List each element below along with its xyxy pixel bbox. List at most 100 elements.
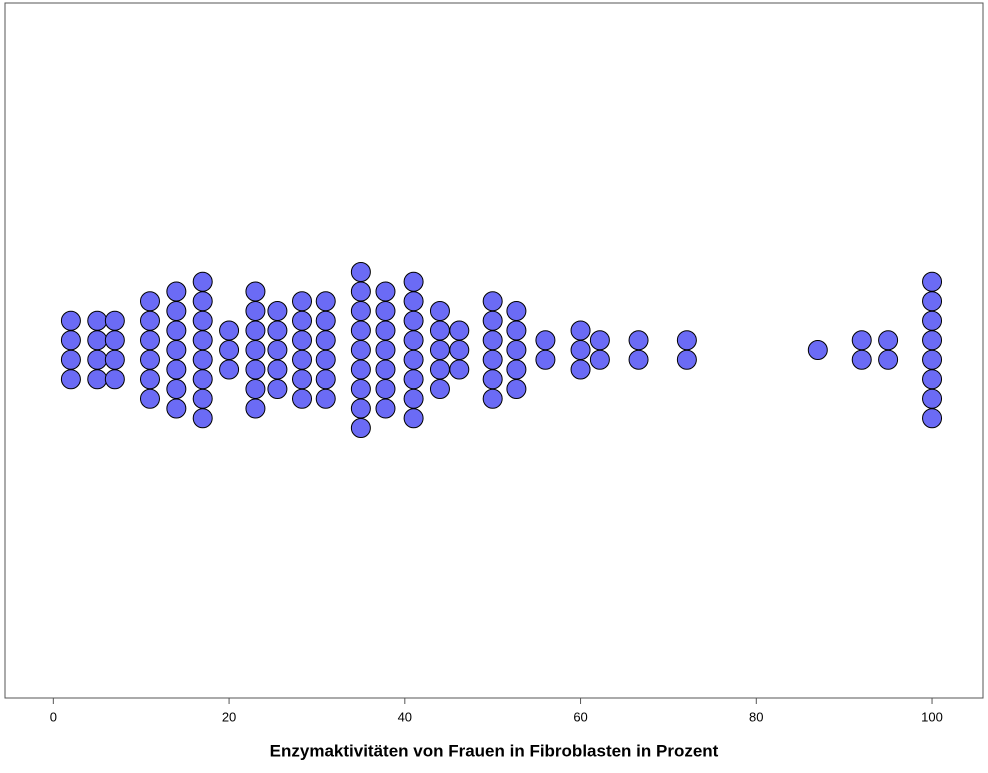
dot [570,340,591,360]
dot [166,301,187,321]
dot [350,379,371,399]
dot [506,359,527,380]
dot [628,349,649,370]
dot [60,310,81,331]
dot [375,379,396,399]
dot [851,330,872,351]
x-tick-label: 80 [749,709,763,724]
dot [350,262,371,282]
dot [350,418,371,438]
dot [139,388,160,409]
dot [245,301,266,321]
dot [375,359,396,380]
dot [87,310,108,331]
dot [506,301,527,321]
dot [922,310,943,331]
dot [139,310,160,331]
dot [192,310,213,331]
dot [589,349,610,370]
dot [807,340,828,360]
dot [166,398,187,419]
dot [403,310,424,331]
x-tick-label: 100 [921,709,943,724]
dot [192,291,213,312]
dot [267,301,288,321]
dot [403,369,424,390]
dot [292,330,313,351]
dot [166,320,187,341]
dot [922,349,943,370]
dot [87,349,108,370]
dot [87,369,108,390]
dot [315,310,336,331]
dot [375,340,396,360]
dot [506,379,527,399]
dot [315,369,336,390]
dot [60,349,81,370]
dot [60,330,81,351]
dot [166,340,187,360]
dot [506,340,527,360]
dot [628,330,649,351]
dot [315,291,336,312]
dot [375,398,396,419]
dot [403,408,424,429]
x-tick-label: 0 [50,709,57,724]
dot [403,271,424,292]
dot [449,340,470,360]
dot [922,330,943,351]
dot [192,271,213,292]
x-tick-label: 40 [398,709,412,724]
dot [104,330,125,351]
dot [267,379,288,399]
dot [350,359,371,380]
dot [315,330,336,351]
dot [449,359,470,380]
dot [535,330,556,351]
dot [482,349,503,370]
dot [139,369,160,390]
dot [315,349,336,370]
dot [245,281,266,302]
dot [922,271,943,292]
dot [87,330,108,351]
dot [403,388,424,409]
dot [403,349,424,370]
dot [292,349,313,370]
dot [506,320,527,341]
dot [245,398,266,419]
dot [429,320,450,341]
dot [922,291,943,312]
dot [676,330,697,351]
dot [676,349,697,370]
dot [245,359,266,380]
dot [878,330,899,351]
dot [878,349,899,370]
dot [60,369,81,390]
dot [535,349,556,370]
dot [245,340,266,360]
dot [166,281,187,302]
dot [192,369,213,390]
dot [245,320,266,341]
dot [350,281,371,302]
dot [589,330,610,351]
dot [403,330,424,351]
dot [482,310,503,331]
dot [375,320,396,341]
dot [482,291,503,312]
dot [267,320,288,341]
dot [192,388,213,409]
dot [482,388,503,409]
dot [192,330,213,351]
dot [104,349,125,370]
dot [139,330,160,351]
dot [570,359,591,380]
dot [104,369,125,390]
dot [139,349,160,370]
dot [104,310,125,331]
dot [350,340,371,360]
dot [166,379,187,399]
dot [482,330,503,351]
